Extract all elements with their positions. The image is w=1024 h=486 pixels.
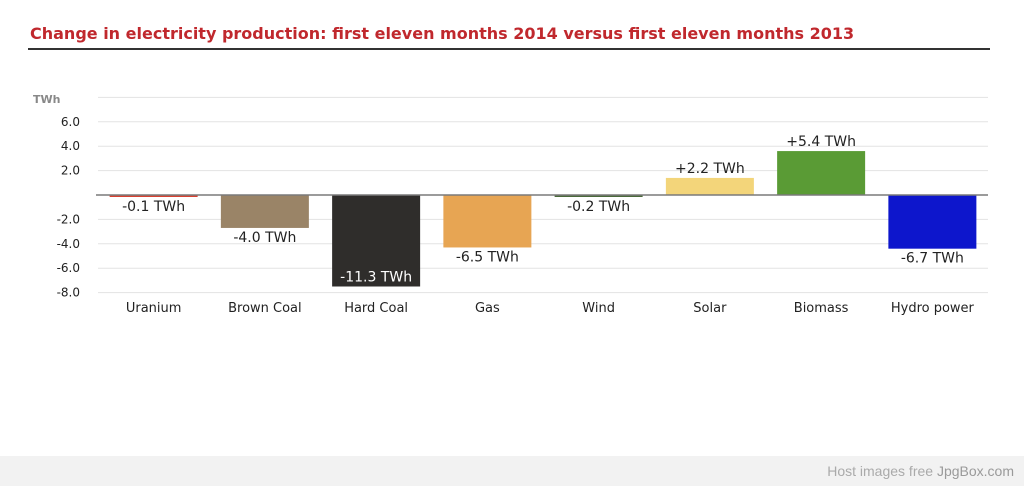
data-label: -4.0 TWh — [233, 230, 296, 246]
bar — [443, 195, 532, 248]
x-tick-label: Gas — [475, 301, 500, 316]
data-label: -6.5 TWh — [456, 249, 519, 265]
bar — [332, 195, 421, 287]
data-label: -0.2 TWh — [567, 199, 630, 215]
y-tick-label: 6.0 — [61, 115, 80, 129]
x-tick-label: Solar — [693, 301, 727, 316]
data-label: -0.1 TWh — [122, 199, 185, 215]
y-tick-label: 2.0 — [61, 164, 80, 178]
chart-title: Change in electricity production: first … — [30, 24, 855, 43]
bar — [220, 195, 309, 228]
x-tick-label: Wind — [582, 301, 615, 316]
bar — [554, 195, 643, 197]
bar — [777, 151, 866, 195]
footer-credit[interactable]: Host images free JpgBox.com — [827, 463, 1014, 479]
x-tick-label: Hydro power — [891, 301, 975, 316]
bar — [888, 195, 977, 249]
footer-bar: Host images free JpgBox.com — [0, 456, 1024, 486]
data-label: +5.4 TWh — [786, 134, 856, 150]
bar — [109, 195, 198, 197]
x-tick-label: Uranium — [126, 301, 182, 316]
footer-credit-brand[interactable]: JpgBox.com — [936, 463, 1014, 479]
bar — [665, 177, 754, 195]
footer-credit-prefix: Host images free — [827, 463, 937, 479]
title-divider — [28, 48, 990, 50]
y-tick-label: -4.0 — [57, 237, 80, 251]
y-axis-label: TWh — [33, 93, 60, 106]
x-tick-label: Biomass — [794, 301, 849, 316]
y-tick-label: -2.0 — [57, 212, 80, 226]
x-tick-label: Brown Coal — [228, 301, 302, 316]
x-tick-label: Hard Coal — [344, 301, 408, 316]
data-label: -11.3 TWh — [340, 270, 412, 286]
data-label: -6.7 TWh — [901, 251, 964, 267]
data-label: +2.2 TWh — [675, 161, 745, 177]
y-tick-label: -6.0 — [57, 261, 80, 275]
y-tick-label: -8.0 — [57, 286, 80, 300]
y-tick-label: 4.0 — [61, 139, 80, 153]
